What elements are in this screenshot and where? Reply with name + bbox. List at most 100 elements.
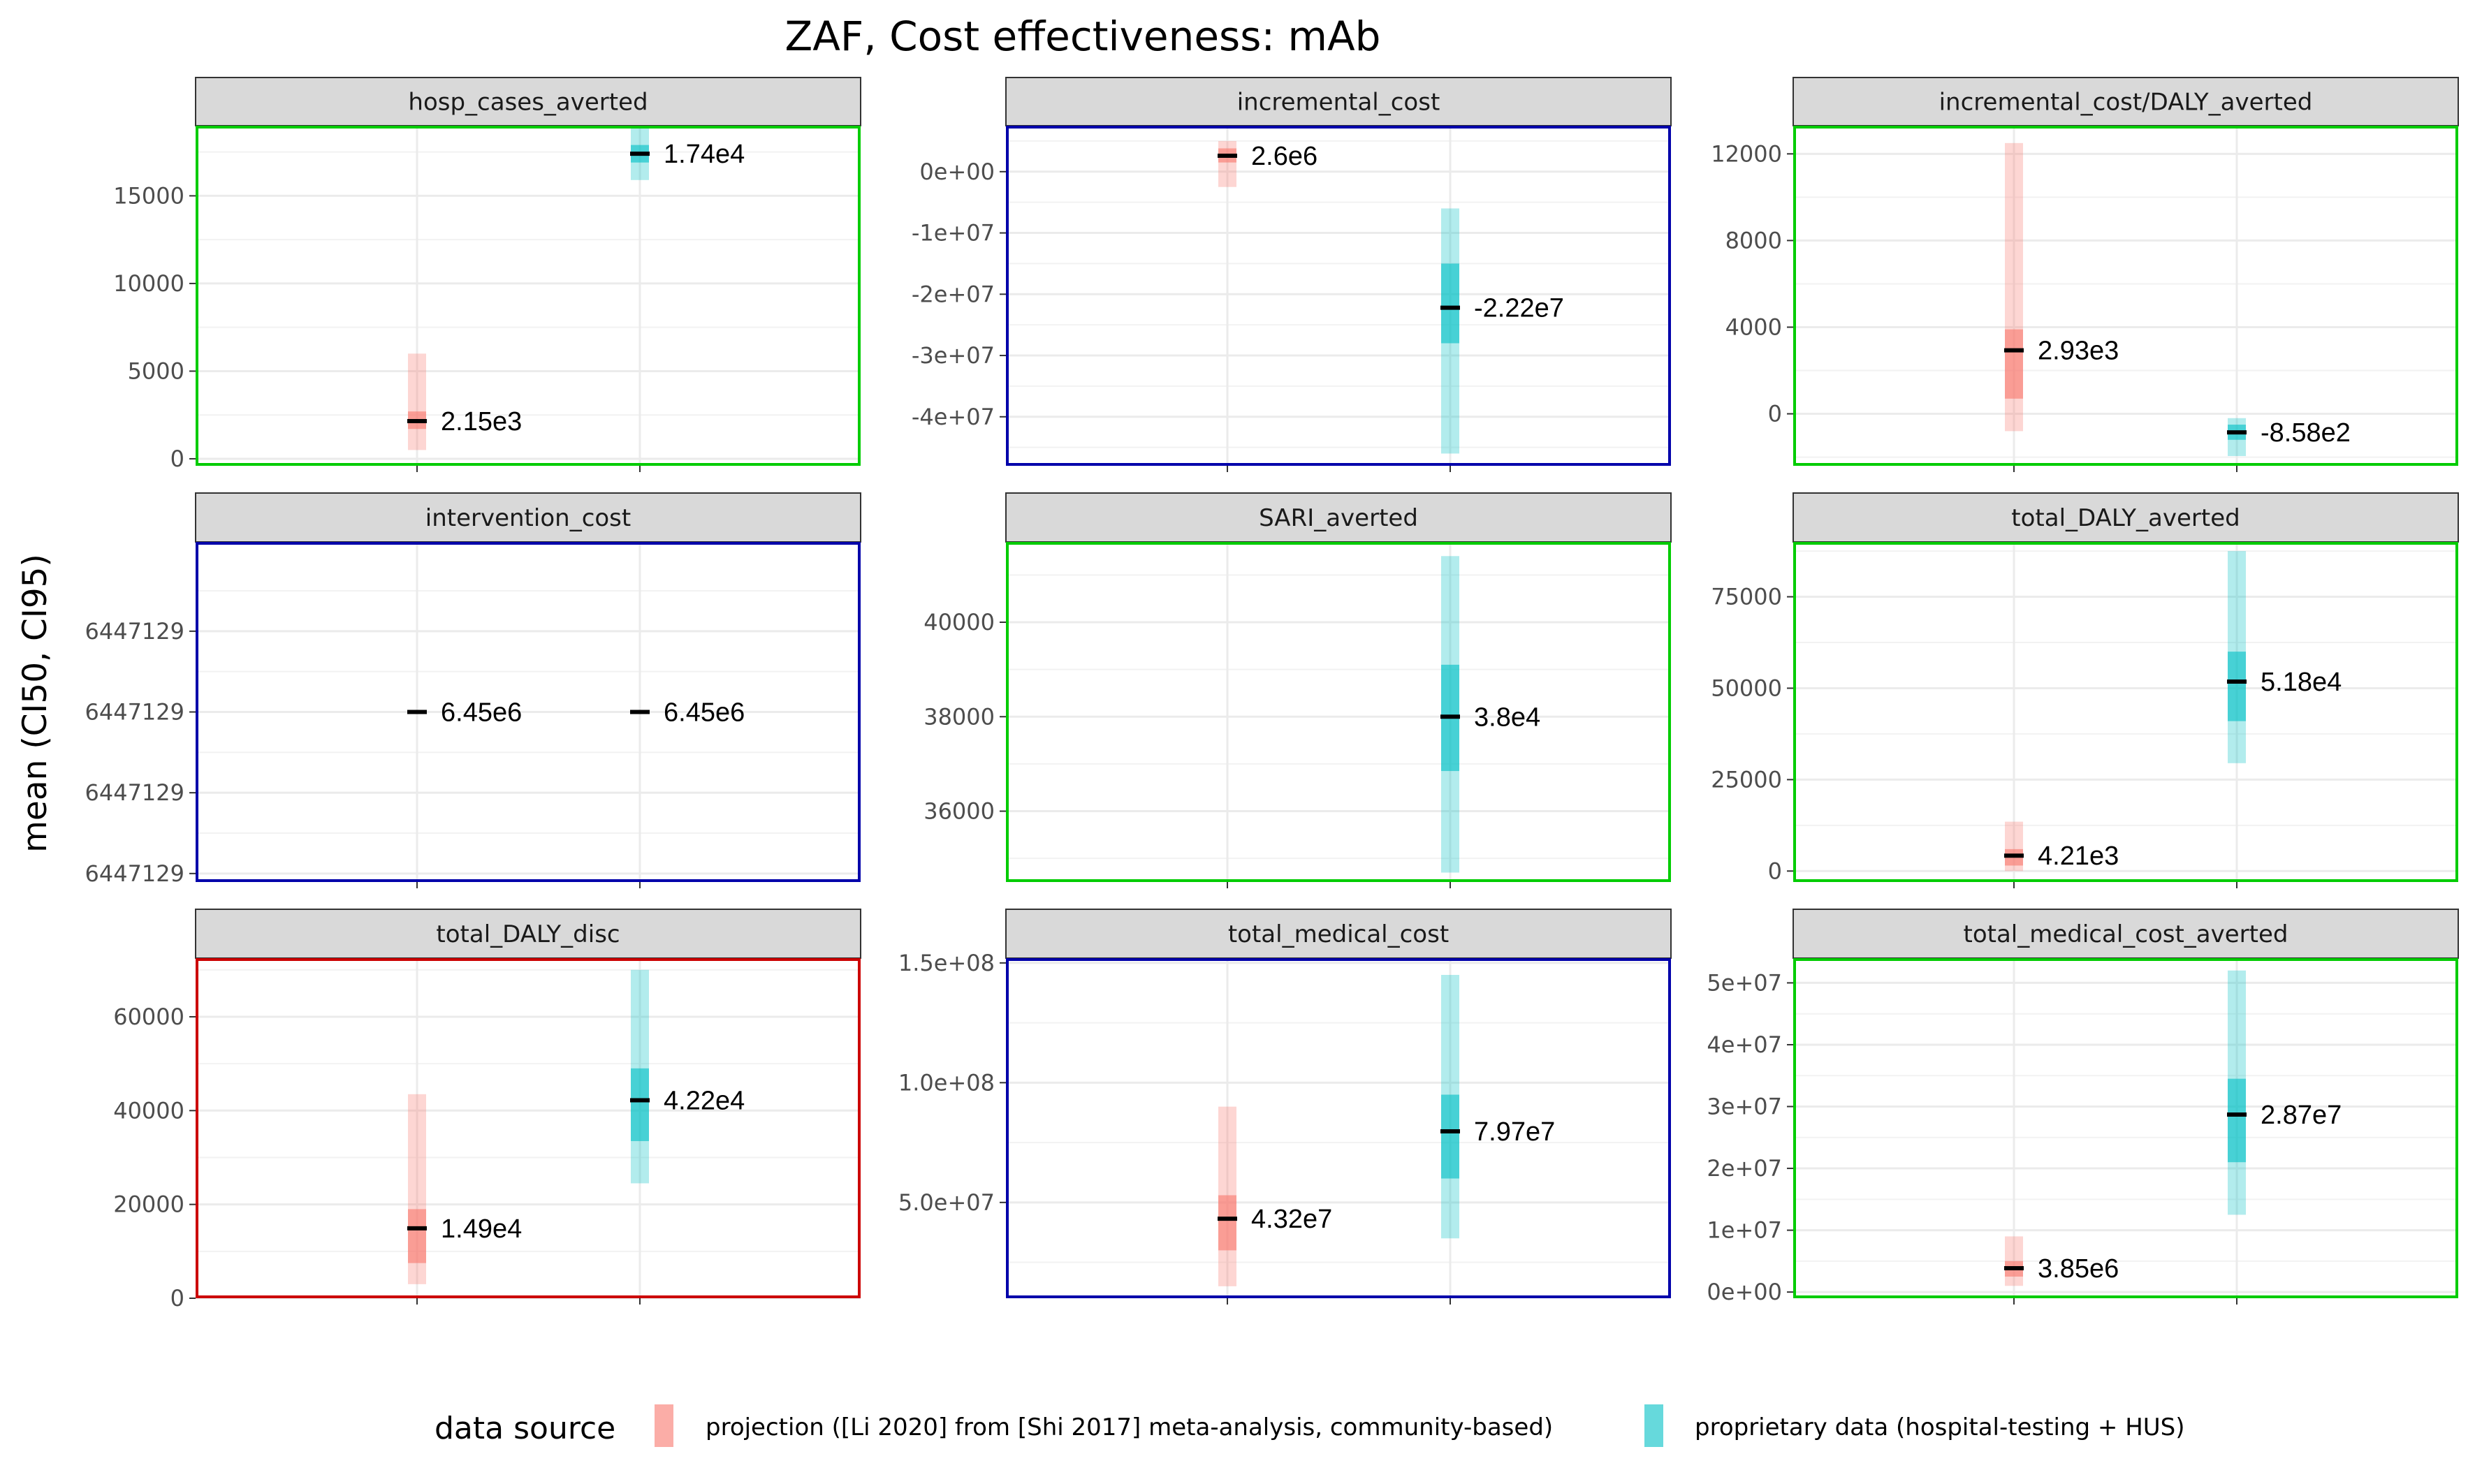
ci50-bar [2228,1078,2246,1163]
y-tick-label: 6447129 [85,779,184,806]
y-tick-label: 0 [1768,858,1782,884]
y-tick-label: 15000 [113,182,184,209]
y-tick-label: 6447129 [85,860,184,887]
y-tick-label: 10000 [113,270,184,297]
y-tick-label: 0 [170,1285,184,1312]
strip-background [1793,909,2459,959]
panel-total-daly-averted: total_DALY_averted 0 25000 50000 75000 4.21e3… [1711,492,2459,888]
panel-grid: hosp_cases_averted 0 5000 10000 15000 2.15e3 1… [85,77,2459,1312]
strip-label: SARI_averted [1259,504,1418,532]
y-tick-label: 8000 [1725,227,1782,254]
y-tick-label: 5000 [128,358,184,384]
strip-label: total_medical_cost [1228,920,1449,948]
chart-title: ZAF, Cost effectiveness: mAb [785,13,1381,60]
panel-incremental-cost-daly-averted: incremental_cost/DALY_averted 0 4000 8000 12… [1711,77,2459,472]
ci95-bar [408,353,426,450]
y-tick-label: -4e+07 [912,404,995,430]
y-tick-label: 60000 [113,1004,184,1030]
y-tick-label: -3e+07 [912,342,995,369]
legend-label-projection: projection ([Li 2020] from [Shi 2017] me… [706,1413,1553,1441]
mean-label: 2.87e7 [2261,1101,2342,1130]
mean-label: -2.22e7 [1474,294,1564,323]
mean-label: 1.74e4 [664,140,745,169]
mean-label: 5.18e4 [2261,668,2342,697]
mean-label: 3.85e6 [2038,1254,2119,1284]
y-tick-label: 2e+07 [1707,1155,1782,1182]
panel-border [196,958,861,1298]
mean-label: 6.45e6 [664,698,745,728]
panel-total-daly-disc: total_DALY_disc 0 20000 40000 60000 1.49e4 4.2… [113,909,861,1312]
ci50-bar [1218,1195,1236,1251]
panel-total-medical-cost-averted: total_medical_cost_averted 0e+00 1e+07 2e+0… [1707,909,2459,1305]
strip-label: intervention_cost [425,504,631,532]
y-tick-label: 5e+07 [1707,969,1782,996]
legend-key-proprietary [1644,1404,1663,1447]
legend-title: data source [435,1411,615,1446]
panel-incremental-cost: incremental_cost 0e+00 -1e+07 -2e+07 -3e+07 -… [912,77,1672,472]
y-tick-label: 6447129 [85,618,184,645]
y-tick-label: 1.5e+08 [898,950,995,976]
strip-background [195,77,861,126]
y-tick-label: 5.0e+07 [898,1189,995,1216]
y-tick-label: -2e+07 [912,281,995,307]
panel-border [196,542,861,882]
y-tick-label: 4000 [1725,314,1782,340]
y-tick-label: 0 [1768,401,1782,427]
mean-label: -8.58e2 [2261,418,2351,448]
mean-label: 6.45e6 [441,698,522,728]
panel-total-medical-cost: total_medical_cost 5.0e+07 1.0e+08 1.5e+08 4… [898,909,1672,1305]
y-tick-label: 25000 [1711,766,1782,793]
strip-background [1793,492,2459,543]
y-tick-label: 40000 [113,1097,184,1124]
mean-label: 2.6e6 [1251,142,1317,171]
mean-label: 3.8e4 [1474,703,1540,732]
panel-border [1793,542,2458,882]
panel-border [1793,958,2458,1298]
y-tick-label: 36000 [923,798,995,825]
y-tick-label: 12000 [1711,140,1782,167]
strip-background [195,909,861,959]
legend-label-proprietary: proprietary data (hospital-testing + HUS… [1695,1413,2185,1441]
strip-background [195,492,861,543]
panel-border [196,126,861,466]
y-tick-label: 3e+07 [1707,1094,1782,1120]
y-axis-label: mean (CI50, CI95) [16,554,54,853]
strip-background [1005,77,1672,126]
panel-border [1793,126,2458,466]
y-tick-label: 20000 [113,1191,184,1218]
panel-sari-averted: SARI_averted 36000 38000 40000 3.8e4 [923,492,1672,888]
strip-label: total_DALY_averted [2011,504,2240,532]
panel-border [1006,126,1671,466]
panel-border [1006,542,1671,882]
y-tick-label: 1.0e+08 [898,1069,995,1096]
y-tick-label: 75000 [1711,584,1782,610]
ci50-bar [1441,263,1459,344]
y-tick-label: 4e+07 [1707,1031,1782,1058]
panel-hosp-cases-averted: hosp_cases_averted 0 5000 10000 15000 2.15e3 1… [113,77,861,472]
ci50-bar [1441,1094,1459,1179]
mean-label: 4.32e7 [1251,1205,1332,1234]
strip-label: incremental_cost [1237,89,1440,117]
mean-label: 7.97e7 [1474,1117,1555,1147]
y-tick-label: 6447129 [85,699,184,726]
strip-background [1793,77,2459,126]
mean-label: 4.22e4 [664,1087,745,1116]
ci50-bar [408,1209,426,1263]
strip-label: hosp_cases_averted [408,89,648,117]
y-tick-label: 38000 [923,703,995,730]
ci50-bar [2005,329,2023,399]
y-tick-label: -1e+07 [912,220,995,247]
legend-key-projection [655,1404,673,1447]
panel-intervention-cost: intervention_cost 6447129 6447129 6447129 64… [85,492,861,888]
mean-label: 2.93e3 [2038,337,2119,366]
mean-label: 4.21e3 [2038,842,2119,871]
y-tick-label: 1e+07 [1707,1217,1782,1244]
ci95-bar [1218,140,1236,187]
y-tick-label: 0 [170,446,184,472]
mean-label: 1.49e4 [441,1214,522,1244]
strip-label: total_DALY_disc [436,920,620,948]
strip-label: total_medical_cost_averted [1963,920,2288,948]
panel-border [1006,958,1671,1298]
legend: data source projection ([Li 2020] from [… [435,1404,2185,1447]
